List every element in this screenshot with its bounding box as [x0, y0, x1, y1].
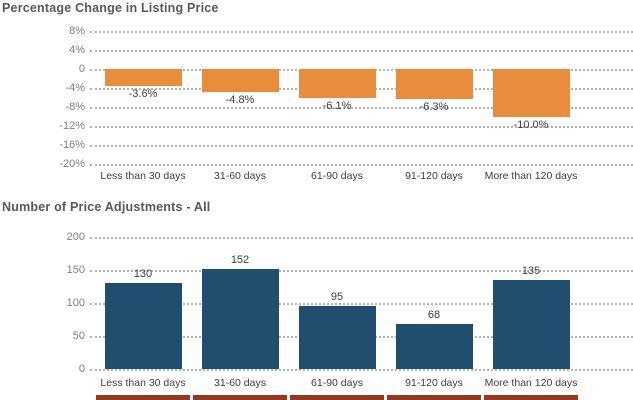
bar-61-90-days [298, 69, 376, 98]
value-label: -4.8% [225, 93, 255, 106]
x-category-label: 31-60 days [214, 377, 266, 389]
cutoff-bar [96, 395, 190, 400]
gridline [90, 107, 633, 109]
y-tick-label: 100 [66, 296, 85, 309]
gridline [90, 369, 633, 371]
value-label: 95 [330, 291, 344, 304]
x-category-label: Less than 30 days [100, 170, 186, 182]
gridline [90, 303, 633, 305]
bar-less-than-30-days [104, 69, 182, 87]
y-tick-label: 200 [66, 230, 85, 243]
value-label: -10.0% [513, 118, 549, 131]
gridline [90, 50, 633, 52]
gridline [90, 145, 633, 147]
x-category-label: Less than 30 days [100, 377, 186, 389]
bar-less-than-30-days [104, 283, 182, 369]
bar-31-60-days [201, 268, 279, 369]
gridline [90, 31, 633, 33]
y-tick-label: -16% [59, 138, 85, 151]
cutoff-bar [193, 395, 287, 400]
value-label: -6.1% [322, 100, 352, 112]
bar-91-120-days [395, 69, 473, 99]
x-category-label: 31-60 days [214, 170, 266, 182]
x-category-label: 91-120 days [405, 377, 463, 389]
gridline [90, 270, 633, 272]
x-category-label: More than 120 days [484, 170, 578, 182]
gridline [90, 237, 633, 239]
y-tick-label: 50 [72, 329, 85, 342]
x-category-label: 61-90 days [311, 170, 363, 182]
bar-91-120-days [395, 324, 473, 369]
pct-change-chart-title: Percentage Change in Listing Price [2, 1, 219, 15]
bar-more-than-120-days [492, 279, 570, 369]
bar-more-than-120-days [492, 69, 570, 117]
x-category-label: 61-90 days [311, 377, 363, 389]
x-category-label: More than 120 days [484, 377, 578, 389]
bar-61-90-days [298, 306, 376, 369]
value-label: -6.3% [419, 100, 449, 113]
y-tick-label: 0 [78, 362, 85, 375]
value-label: 152 [230, 253, 250, 266]
y-tick-label: 150 [66, 263, 85, 276]
y-tick-label: -8% [65, 100, 85, 113]
value-label: 68 [427, 309, 441, 322]
cutoff-bar [290, 395, 384, 400]
x-category-label: 91-120 days [405, 170, 463, 182]
value-label: 135 [521, 264, 541, 277]
y-tick-label: -12% [59, 119, 85, 132]
y-tick-label: 0 [78, 62, 85, 75]
y-tick-label: 8% [69, 24, 85, 37]
price-adjustments-chart-title: Number of Price Adjustments - All [2, 200, 211, 214]
bar-31-60-days [201, 69, 279, 92]
value-label: -3.6% [128, 88, 158, 101]
value-label: 130 [133, 268, 153, 281]
y-tick-label: -4% [65, 81, 85, 94]
gridline [90, 164, 633, 166]
cutoff-bar [387, 395, 481, 400]
y-tick-label: 4% [69, 43, 85, 56]
cutoff-bar [484, 395, 578, 400]
y-tick-label: -20% [59, 157, 85, 170]
gridline [90, 126, 633, 128]
